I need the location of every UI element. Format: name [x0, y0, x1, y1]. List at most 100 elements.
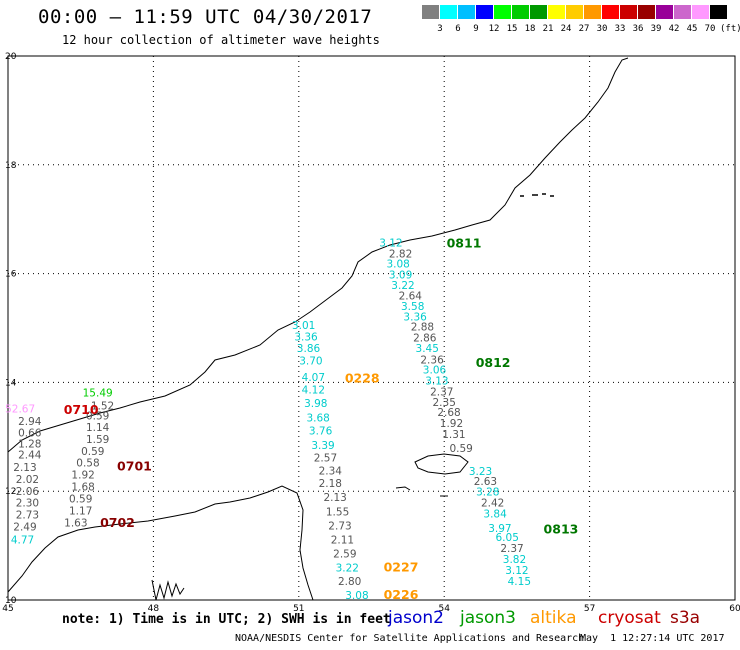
legend-level-label: 39: [650, 24, 662, 34]
wave-height-value: 3.09: [389, 269, 412, 281]
wave-height-value: 1.17: [69, 506, 92, 518]
map-subtitle: 12 hour collection of altimeter wave hei…: [62, 33, 380, 47]
legend-swatch: [548, 5, 566, 19]
coastline: [7, 57, 629, 601]
wave-height-value: 3.36: [403, 311, 427, 323]
legend-swatch: [710, 5, 728, 19]
x-tick-label: 57: [584, 604, 595, 614]
wave-height-value: 0.59: [449, 443, 472, 455]
wave-height-value: 1.68: [71, 482, 94, 494]
wave-height-value: 3.70: [299, 355, 322, 367]
wave-height-value: 1.92: [71, 470, 94, 482]
pass-label: 0226: [384, 587, 419, 602]
wave-height-value: 2.82: [389, 248, 412, 260]
y-tick-label: 14: [5, 378, 17, 388]
wave-height-value: 2.30: [16, 497, 39, 509]
african-coastline: [7, 485, 314, 601]
footer-note: note: 1) Time is in UTC; 2) SWH is in fe…: [62, 612, 391, 627]
legend-swatch: [656, 5, 674, 19]
wave-height-value: 2.80: [338, 576, 361, 588]
pass-labels: 0811 0812 0813 0228 0227 0226 0710 0701 0702: [64, 235, 579, 601]
wave-height-value: 3.97: [488, 523, 511, 535]
legend-swatch: [692, 5, 710, 19]
wave-height-value: 4.12: [302, 384, 325, 396]
legend-swatch: [458, 5, 476, 19]
wave-height-value: 3.76: [309, 426, 333, 438]
wave-height-value: 3.01: [292, 320, 315, 332]
wave-height-value: 2.42: [481, 497, 504, 509]
wave-height-value: 2.13: [13, 462, 36, 474]
wave-height-value: 3.86: [297, 343, 321, 355]
arabian-coastline: [7, 57, 629, 453]
legend-level-label: 12: [488, 24, 500, 34]
wave-height-value: 1.52: [91, 401, 114, 413]
wave-height-value: 0.66: [18, 427, 42, 439]
wave-height-value: 2.02: [16, 474, 39, 486]
wave-height-value: 2.88: [411, 322, 434, 334]
track-0701: 2.44 0.59 2.13 0.58 2.02 1.92: [13, 446, 104, 486]
wave-height-value: 3.22: [391, 280, 414, 292]
wave-height-value: 3.22: [336, 563, 359, 575]
legend-swatch: [584, 5, 602, 19]
x-tick-label: 60: [729, 604, 740, 614]
wave-height-value: 4.15: [508, 576, 531, 588]
wave-height-value: 0.59: [69, 494, 92, 506]
wave-height-value: 3.12: [379, 237, 402, 249]
wave-height-value: 2.64: [399, 291, 423, 303]
track-0226: 3.08: [345, 590, 368, 602]
wave-height-value: 3.84: [483, 508, 507, 520]
wave-height-value: 2.86: [413, 333, 437, 345]
legend-swatch: [494, 5, 512, 19]
x-tick-label: 54: [438, 604, 450, 614]
legend-level-label: 9: [473, 24, 479, 34]
wave-height-value: 1.28: [18, 439, 41, 451]
legend-unit: (ft): [720, 24, 740, 34]
y-tick-label: 20: [5, 52, 17, 62]
wave-height-value: 4.07: [302, 372, 325, 384]
legend-level-label: 70: [704, 24, 716, 34]
legend-level-label: 15: [506, 24, 518, 34]
wave-height-value: 4.77: [11, 534, 34, 546]
wave-height-value: 3.28: [476, 487, 499, 499]
wave-height-value: 2.73: [328, 520, 351, 532]
legend-swatch: [674, 5, 692, 19]
wave-height-value: 2.44: [18, 450, 42, 462]
wave-height-value: 1.59: [86, 434, 109, 446]
legend-level-label: 24: [560, 24, 572, 34]
somali-scribble: [151, 579, 185, 601]
wave-height-value: 1.55: [326, 507, 349, 519]
track-0228: 3.013.363.863.70 4.074.12 3.98 3.683.76 3.39…: [292, 320, 337, 464]
track-0811: 3.122.823.083.093.222.643.583.362.882.86…: [379, 237, 444, 366]
legend-swatch: [422, 5, 440, 19]
wave-height-value: 2.34: [319, 465, 343, 477]
legend-level-label: 18: [524, 24, 536, 34]
wave-height-value: 2.63: [474, 476, 497, 488]
satellite-name: altika: [530, 608, 577, 628]
map-border: [7, 55, 736, 601]
wave-height-value: 2.11: [331, 534, 354, 546]
socotra-island: [414, 453, 469, 475]
wave-height-value: 2.13: [323, 492, 346, 504]
wave-height-value: 3.98: [304, 398, 327, 410]
wave-height-value: 6.05: [496, 532, 519, 544]
wave-height-value: 2.37: [430, 386, 453, 398]
satellite-name: cryosat: [598, 608, 661, 628]
y-tick-label: 18: [5, 161, 17, 171]
legend-swatch: [638, 5, 656, 19]
wave-height-value: 15.49: [83, 388, 113, 400]
legend-swatch: [566, 5, 584, 19]
islet-1: [395, 486, 411, 491]
legend-swatch: [512, 5, 530, 19]
wave-height-value: 3.12: [505, 565, 528, 577]
wave-height-value: 2.73: [16, 509, 39, 521]
wave-height-value: 3.13: [425, 376, 448, 388]
map-frame: [7, 55, 736, 601]
map-grid: 45 48 51 54 57 60 20 18 16 14 12 10: [2, 52, 740, 614]
wave-height-value: 2.49: [13, 521, 36, 533]
wave-height-value: 52.67: [5, 403, 35, 415]
y-tick-label: 10: [5, 596, 17, 606]
satellite-name: jason2: [388, 608, 444, 628]
wave-height-value: 2.35: [433, 397, 456, 409]
wave-height-value: 2.36: [420, 354, 444, 366]
